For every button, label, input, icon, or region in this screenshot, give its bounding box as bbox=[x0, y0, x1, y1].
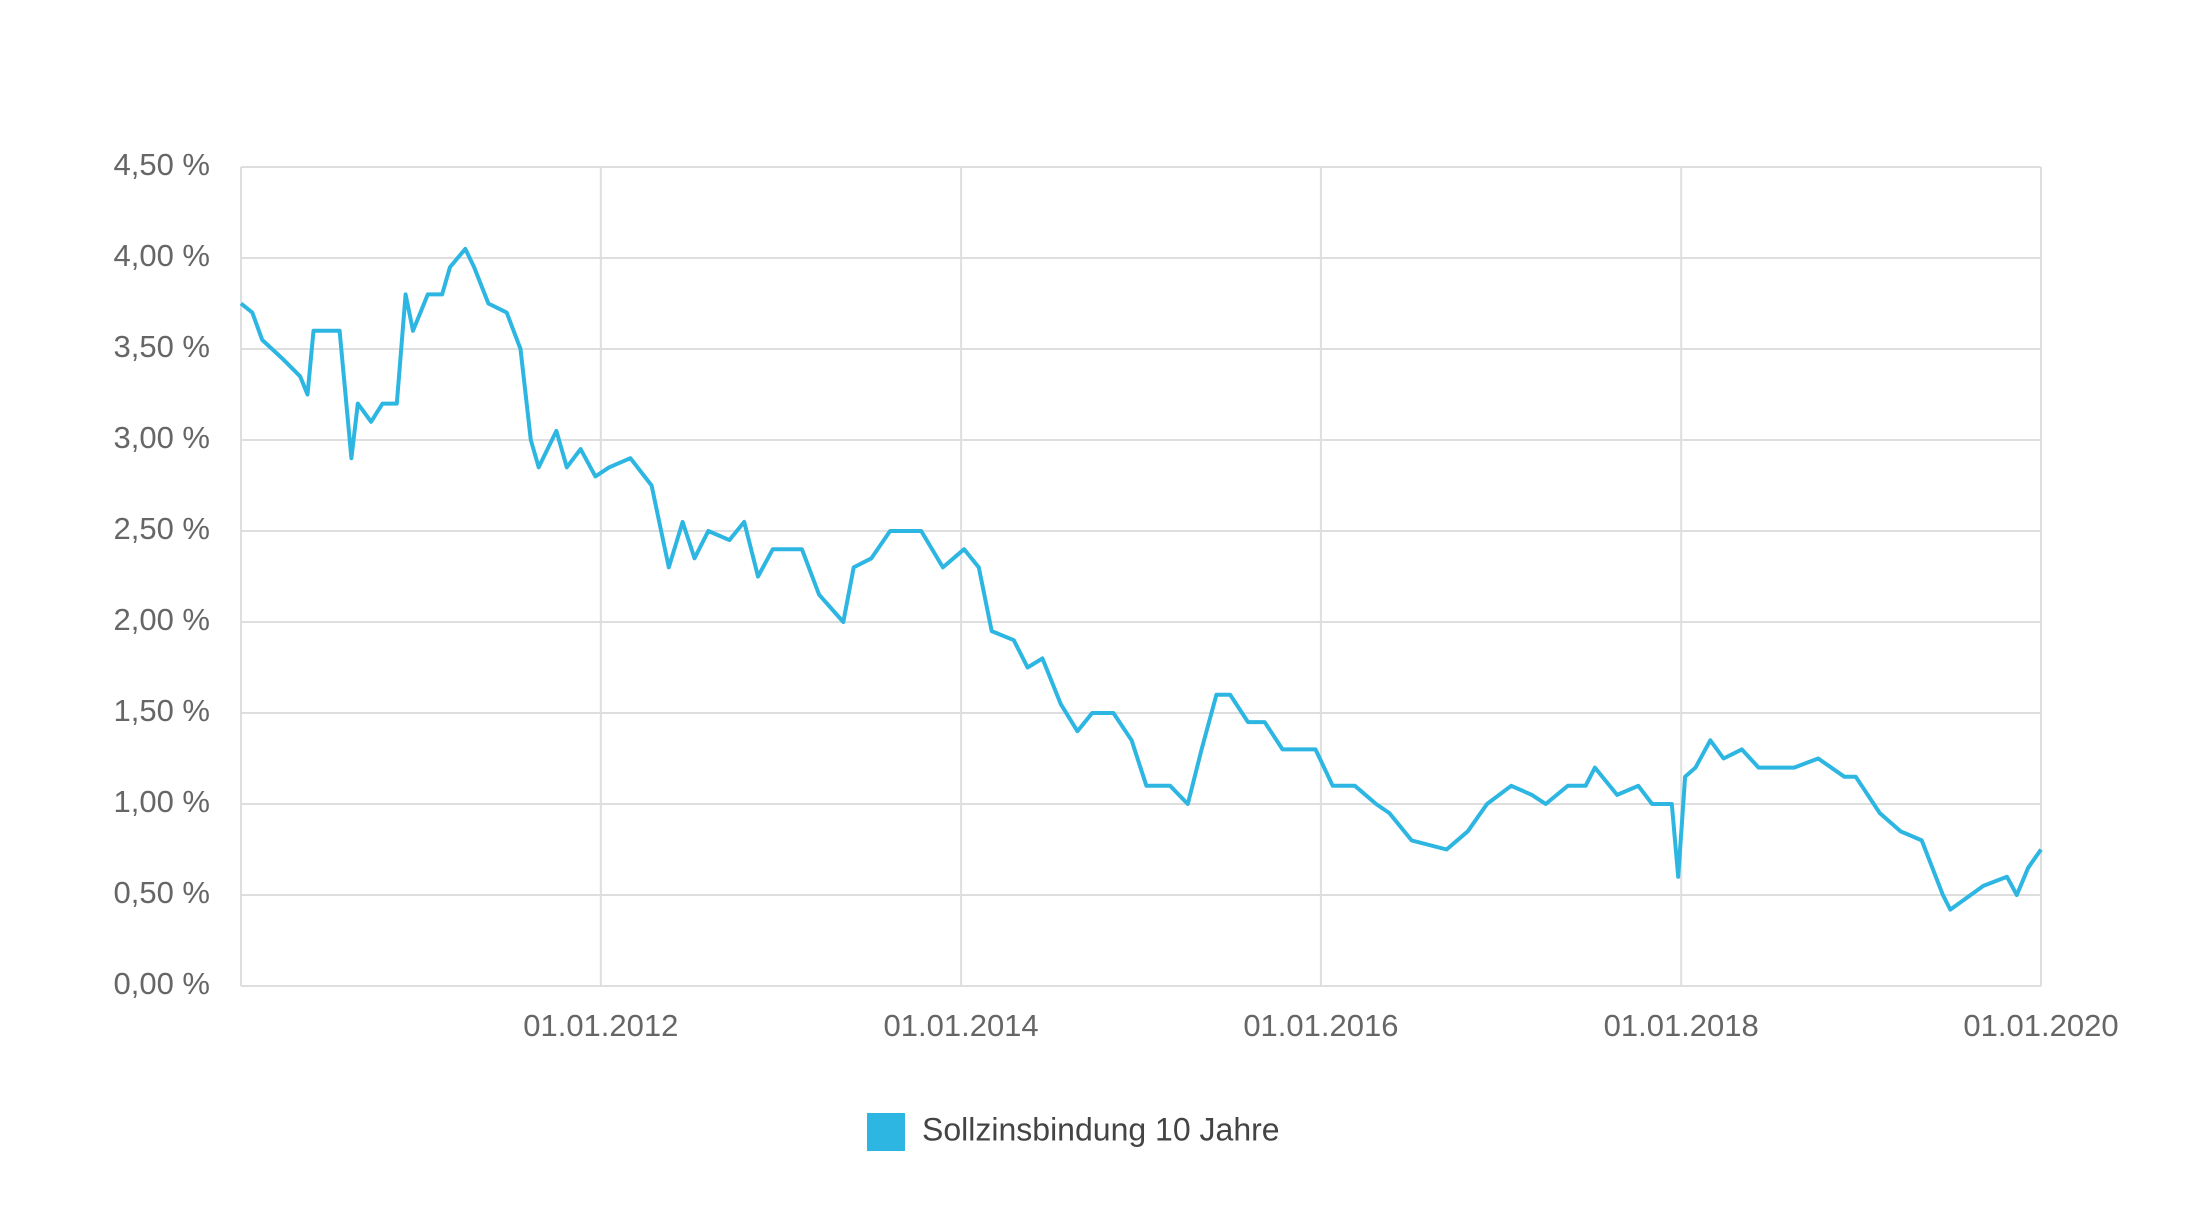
y-tick-label: 0,50 % bbox=[113, 875, 210, 910]
y-tick-label: 4,00 % bbox=[113, 238, 210, 273]
data-line bbox=[239, 246, 2043, 912]
y-tick-label: 4,50 % bbox=[113, 147, 210, 182]
y-tick-label: 2,00 % bbox=[113, 602, 210, 637]
y-tick-label: 1,00 % bbox=[113, 784, 210, 819]
legend-swatch bbox=[867, 1113, 905, 1151]
y-tick-label: 3,50 % bbox=[113, 329, 210, 364]
x-tick-label: 01.01.2014 bbox=[884, 1008, 1039, 1043]
y-tick-label: 1,50 % bbox=[113, 693, 210, 728]
y-tick-label: 2,50 % bbox=[113, 511, 210, 546]
y-tick-label: 0,00 % bbox=[113, 966, 210, 1001]
legend-label: Sollzinsbindung 10 Jahre bbox=[922, 1111, 1280, 1147]
x-tick-label: 01.01.2018 bbox=[1604, 1008, 1759, 1043]
y-tick-label: 3,00 % bbox=[113, 420, 210, 455]
x-tick-label: 01.01.2012 bbox=[523, 1008, 678, 1043]
x-tick-label: 01.01.2020 bbox=[1963, 1008, 2118, 1043]
x-tick-label: 01.01.2016 bbox=[1243, 1008, 1398, 1043]
